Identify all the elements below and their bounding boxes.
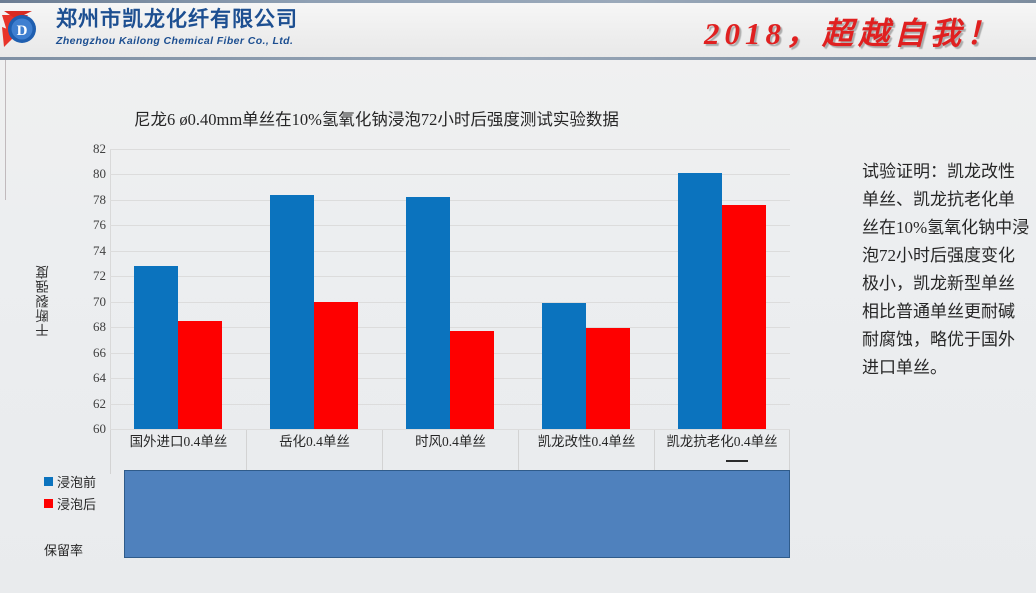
x-axis-category-label: 凯龙抗老化0.4单丝: [654, 430, 790, 474]
gridline: [110, 301, 790, 303]
bar-after: [450, 331, 494, 429]
gridline: [110, 225, 790, 227]
chart-plot-area: [110, 149, 790, 430]
y-axis-title: 干断裂强度: [36, 264, 51, 338]
data-table-row-label: 保留率: [44, 543, 84, 558]
y-axis-tick-label: 68: [93, 319, 106, 335]
y-axis-tick-label: 66: [93, 344, 106, 360]
header-bottom-band: [0, 57, 1036, 60]
bar-before: [678, 173, 722, 429]
bar-before: [270, 194, 314, 429]
slogan-text: 2018，超越自我！: [704, 16, 1002, 51]
x-axis-category-label: 时风0.4单丝: [382, 430, 518, 474]
legend-item-before: 浸泡前: [44, 472, 96, 491]
y-axis-tick-label: 78: [93, 191, 106, 207]
y-axis-line: [110, 149, 111, 429]
bar-after: [314, 301, 358, 429]
y-axis-tick-label: 82: [93, 141, 106, 156]
y-axis-tick-label: 72: [93, 268, 106, 284]
y-axis-tick-label: 74: [93, 242, 106, 258]
gridline: [110, 327, 790, 329]
company-identity: 郑州市凯龙化纤有限公司 Zhengzhou Kailong Chemical F…: [56, 8, 298, 48]
chart-title: 尼龙6 ø0.40mm单丝在10%氢氧化钠浸泡72小时后强度测试实验数据: [134, 110, 619, 129]
blue-square-icon: [44, 477, 53, 486]
legend-label-after: 浸泡后: [57, 497, 97, 512]
y-axis-tick-label: 70: [93, 293, 106, 309]
bar-before: [134, 266, 178, 429]
x-axis-category-label: 国外进口0.4单丝: [110, 430, 246, 474]
y-axis-tick-label: 62: [93, 395, 106, 411]
gridline: [110, 276, 790, 278]
x-axis-category-labels: 国外进口0.4单丝 岳化0.4单丝 时风0.4单丝 凯龙改性0.4单丝 凯龙抗老化0.4…: [110, 430, 790, 474]
chart-bars: [110, 149, 790, 429]
y-axis-tick-label: 76: [93, 217, 106, 233]
x-axis-category-label: 岳化0.4单丝: [246, 430, 382, 474]
bar-after: [722, 205, 766, 429]
company-name-cn: 郑州市凯龙化纤有限公司: [56, 8, 298, 31]
bar-before: [542, 303, 586, 429]
red-square-icon: [44, 499, 53, 508]
y-axis-tick-label: 80: [93, 166, 106, 182]
data-table-row-label-wrap: 保留率: [44, 540, 83, 559]
data-table-panel: [124, 470, 790, 558]
gridline: [110, 199, 790, 201]
left-margin-rule: [5, 40, 6, 200]
page-header: D 郑州市凯龙化纤有限公司 Zhengzhou Kailong Chemical…: [0, 0, 1036, 60]
bar-before: [406, 197, 450, 429]
chart-legend: 浸泡前 浸泡后 保留率: [44, 472, 106, 564]
y-axis-ticks: 82 80 78 76 74 72 70 68 66 64 62 60: [54, 142, 106, 439]
y-axis-tick-label: 60: [93, 421, 106, 436]
header-top-band: [0, 0, 1036, 3]
legend-label-before: 浸泡前: [57, 475, 97, 490]
gridline: [110, 429, 790, 430]
data-table-tick: [726, 460, 748, 462]
svg-text:D: D: [17, 23, 28, 39]
legend-item-after: 浸泡后: [44, 494, 96, 513]
x-axis-category-label: 凯龙改性0.4单丝: [518, 430, 654, 474]
gridline: [110, 174, 790, 176]
kailong-logo-icon: D: [2, 7, 54, 57]
gridline: [110, 250, 790, 252]
y-axis-tick-label: 64: [93, 370, 106, 386]
bar-after: [178, 320, 222, 429]
commentary-text: 试验证明：凯龙改性单丝、凯龙抗老化单丝在10%氢氧化钠中浸泡72小时后强度变化极…: [862, 162, 1030, 377]
gridline: [110, 149, 790, 150]
company-name-en: Zhengzhou Kailong Chemical Fiber Co., Lt…: [56, 35, 294, 47]
bar-after: [586, 328, 630, 429]
